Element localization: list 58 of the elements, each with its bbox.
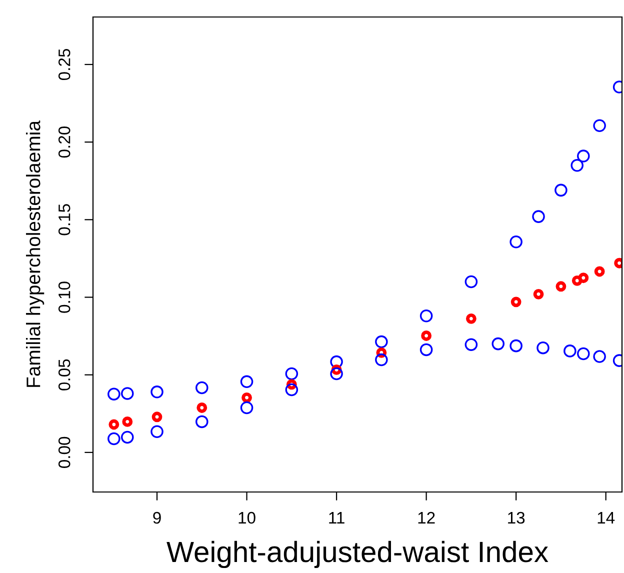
- point: [421, 330, 432, 341]
- x-tick-label: 9: [153, 512, 161, 524]
- point: [120, 387, 134, 400]
- point: [593, 119, 606, 132]
- point: [240, 401, 254, 414]
- point: [108, 419, 120, 430]
- point: [120, 430, 134, 444]
- point: [285, 383, 298, 396]
- point: [536, 341, 550, 354]
- y-tick-label: 0.10: [58, 282, 70, 313]
- point: [594, 266, 605, 277]
- point: [464, 275, 478, 288]
- point: [466, 313, 476, 324]
- point: [577, 150, 590, 162]
- point: [195, 415, 208, 428]
- x-tick-label: 13: [508, 512, 525, 524]
- point: [375, 335, 388, 348]
- y-tick-label: 0.05: [58, 359, 70, 390]
- y-tick-label: 0.00: [58, 436, 70, 468]
- point: [152, 412, 162, 422]
- point: [464, 338, 478, 351]
- point: [108, 432, 120, 446]
- point: [593, 350, 606, 363]
- point: [150, 425, 164, 438]
- point: [572, 275, 582, 286]
- x-tick-label: 12: [418, 512, 435, 524]
- point: [554, 184, 568, 197]
- y-tick-label: 0.20: [58, 126, 70, 158]
- x-tick-label: 14: [598, 512, 615, 524]
- y-tick-label: 0.15: [58, 204, 70, 236]
- point: [564, 344, 576, 358]
- point: [108, 388, 120, 400]
- point: [240, 375, 254, 388]
- point: [578, 272, 589, 284]
- point: [577, 347, 590, 360]
- point: [150, 386, 164, 398]
- point: [532, 210, 545, 223]
- y-tick-label: 0.25: [58, 48, 70, 80]
- point: [330, 367, 343, 380]
- point: [122, 416, 133, 427]
- point: [533, 288, 544, 300]
- point: [196, 402, 208, 413]
- point: [510, 296, 522, 308]
- point: [285, 367, 298, 380]
- y-axis-title: Familial hypercholesterolaemia: [26, 120, 44, 387]
- point: [420, 309, 433, 322]
- point: [195, 381, 208, 394]
- point: [510, 235, 522, 248]
- x-tick-label: 10: [238, 512, 256, 524]
- point: [375, 353, 388, 366]
- point: [570, 158, 584, 172]
- x-axis-title: Weight-adujusted-waist Index: [166, 540, 548, 568]
- point: [242, 392, 252, 403]
- point: [510, 339, 522, 352]
- x-tick-label: 11: [329, 512, 344, 524]
- point: [556, 281, 566, 292]
- point: [492, 337, 505, 350]
- point: [420, 343, 433, 356]
